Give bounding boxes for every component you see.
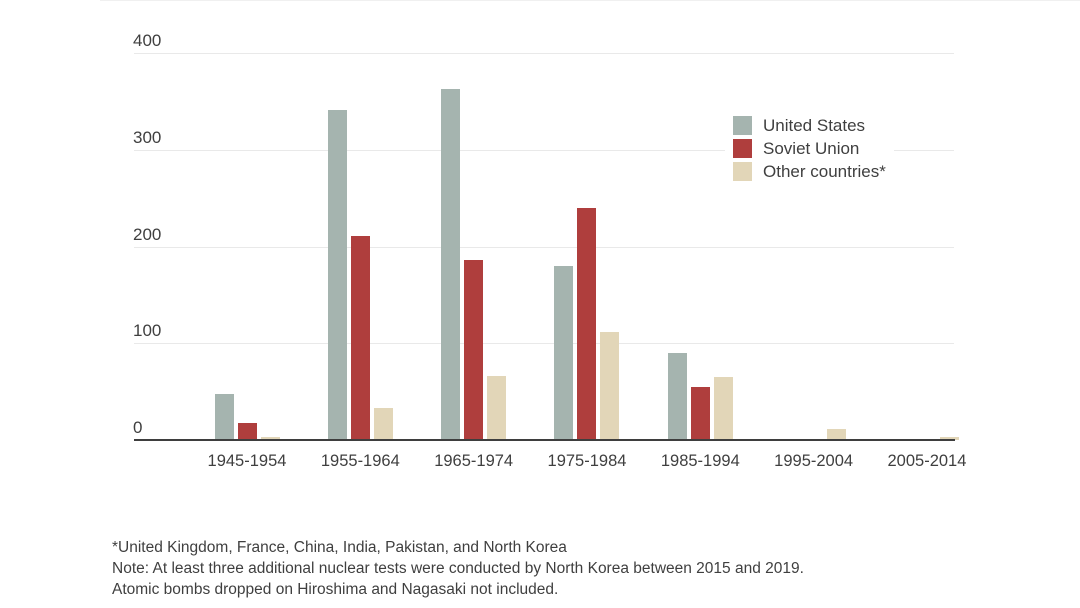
bar-united-states-1955-1964 — [327, 110, 347, 440]
x-tick-label-1995-2004: 1995-2004 — [774, 452, 854, 470]
x-tick-label-1985-1994: 1985-1994 — [660, 452, 740, 470]
legend-swatch-other-countries — [733, 162, 752, 181]
legend-item-soviet-union: Soviet Union — [733, 137, 886, 160]
top-divider — [100, 0, 1080, 1]
bar-united-states-1965-1974 — [441, 89, 461, 440]
bar-soviet-union-1955-1964 — [350, 236, 370, 440]
footnote-note: Note: At least three additional nuclear … — [112, 560, 804, 577]
x-tick-label-1965-1974: 1965-1974 — [434, 452, 514, 470]
gridline-400 — [134, 53, 954, 54]
legend-label-soviet-union: Soviet Union — [763, 138, 860, 158]
x-tick-label-1975-1984: 1975-1984 — [547, 452, 627, 470]
legend-label-united-states: United States — [763, 115, 866, 135]
bar-other-countries-1955-1964 — [373, 408, 393, 440]
bar-other-countries-1945-1954 — [260, 437, 280, 440]
y-tick-label-0: 0 — [133, 418, 143, 437]
gridline-300 — [134, 150, 954, 151]
legend-swatch-united-states — [733, 116, 752, 135]
chart-footnotes: *United Kingdom, France, China, India, P… — [112, 537, 804, 600]
y-tick-label-100: 100 — [133, 321, 162, 340]
bar-united-states-1975-1984 — [554, 266, 574, 440]
y-tick-label-200: 200 — [133, 225, 162, 244]
bar-other-countries-1985-1994 — [713, 377, 733, 440]
x-axis-line — [134, 439, 955, 441]
bar-other-countries-2005-2014 — [940, 437, 960, 440]
x-tick-label-2005-2014: 2005-2014 — [887, 452, 967, 470]
legend-item-other-countries: Other countries* — [733, 160, 886, 183]
footnote-asterisk: *United Kingdom, France, China, India, P… — [112, 539, 567, 556]
bar-soviet-union-1965-1974 — [464, 260, 484, 440]
bar-other-countries-1965-1974 — [487, 376, 507, 440]
bar-soviet-union-1945-1954 — [237, 423, 257, 440]
x-tick-label-1945-1954: 1945-1954 — [207, 452, 287, 470]
bar-other-countries-1975-1984 — [600, 332, 620, 440]
bar-soviet-union-1975-1984 — [577, 208, 597, 440]
legend-swatch-soviet-union — [733, 139, 752, 158]
bar-united-states-1985-1994 — [667, 353, 687, 440]
y-tick-label-400: 400 — [133, 31, 162, 50]
legend-label-other-countries: Other countries* — [763, 161, 886, 181]
x-tick-label-1955-1964: 1955-1964 — [320, 452, 400, 470]
chart-legend: United States Soviet Union Other countries… — [725, 110, 894, 187]
gridline-200 — [134, 247, 954, 248]
legend-item-united-states: United States — [733, 114, 886, 137]
bar-other-countries-1995-2004 — [827, 429, 847, 440]
bar-united-states-1945-1954 — [214, 394, 234, 440]
bar-soviet-union-1985-1994 — [690, 387, 710, 440]
footnote-exclusion: Atomic bombs dropped on Hiroshima and Na… — [112, 581, 559, 598]
y-tick-label-300: 300 — [133, 128, 162, 147]
gridline-100 — [134, 343, 954, 344]
